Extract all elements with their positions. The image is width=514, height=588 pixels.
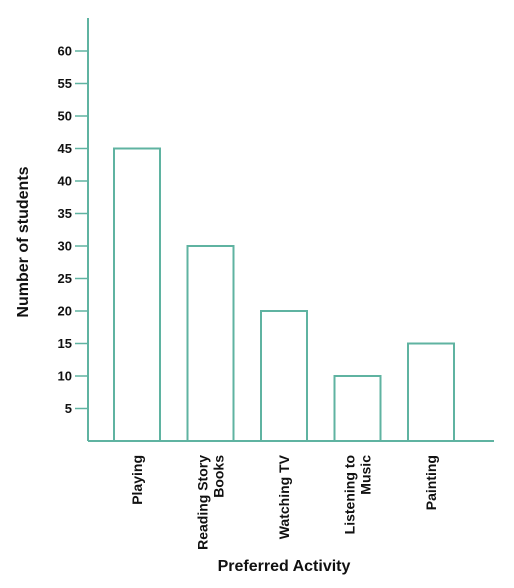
y-axis-ticks: 5 10 15 20 25 30 35 40 45 50 55 60 — [58, 44, 88, 416]
y-tick-label: 55 — [58, 76, 72, 91]
bar — [333, 375, 382, 442]
y-tick-label: 45 — [58, 141, 72, 156]
y-axis-title: Number of students — [15, 166, 32, 317]
bar — [113, 147, 161, 442]
x-tick-label: Playing — [129, 455, 145, 505]
y-tick-label: 10 — [58, 369, 72, 384]
x-tick-label: Watching TV — [276, 454, 292, 539]
y-tick-label: 30 — [58, 239, 72, 254]
y-tick-label: 40 — [58, 174, 72, 189]
y-tick-label: 60 — [58, 44, 72, 59]
y-tick-label: 25 — [58, 271, 72, 286]
x-tick-label: Listening toMusic — [342, 455, 374, 535]
x-axis-category-labels: Playing Reading StoryBooks Watching TV List… — [129, 454, 439, 550]
x-tick-label: Reading StoryBooks — [195, 455, 227, 550]
bar — [407, 342, 455, 442]
x-axis-title: Preferred Activity — [218, 558, 351, 575]
y-tick-label: 50 — [58, 109, 72, 124]
y-tick-label: 20 — [58, 304, 72, 319]
bars — [113, 147, 455, 442]
y-tick-label: 5 — [65, 401, 72, 416]
x-tick-label: Painting — [423, 455, 439, 510]
y-tick-label: 35 — [58, 206, 72, 221]
bar — [186, 245, 235, 442]
y-tick-label: 15 — [58, 336, 72, 351]
bar — [260, 310, 308, 442]
